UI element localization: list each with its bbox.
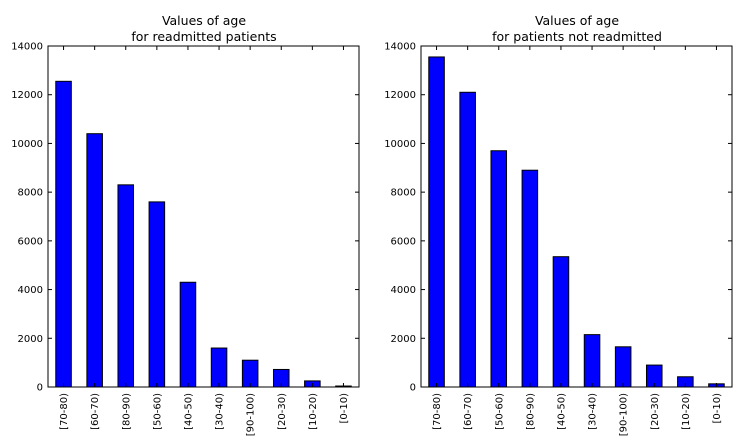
y-tick-label: 10000 xyxy=(384,139,416,150)
y-tick-label: 6000 xyxy=(18,236,43,247)
chart-title: Values of age xyxy=(162,13,246,28)
x-tick-label: [70-80) xyxy=(59,393,70,430)
chart-subtitle: for readmitted patients xyxy=(131,29,276,44)
y-tick-label: 6000 xyxy=(391,236,416,247)
y-tick-label: 10000 xyxy=(11,139,43,150)
bar-2 xyxy=(117,184,135,388)
bar-0 xyxy=(428,56,445,388)
chart-subtitle: for patients not readmitted xyxy=(492,29,662,44)
y-tick-label: 0 xyxy=(37,383,43,394)
y-tick-label: 4000 xyxy=(18,285,43,296)
x-tick-label: [10-20) xyxy=(681,393,692,430)
chart-panel-readmitted: Values of age for readmitted patients 0 2… xyxy=(11,13,360,436)
bar-2 xyxy=(490,150,508,388)
x-tick-label: [50-60) xyxy=(494,393,505,430)
plot-frame xyxy=(420,45,733,388)
bar-5 xyxy=(583,334,601,388)
bar-6 xyxy=(241,359,259,388)
x-tick-label: [20-30) xyxy=(277,393,288,430)
chart-title: Values of age xyxy=(535,13,619,28)
x-tick-label: [80-90) xyxy=(525,393,536,430)
y-tick-label: 4000 xyxy=(391,285,416,296)
bar-1 xyxy=(459,91,476,388)
y-tick-label: 8000 xyxy=(391,188,416,199)
y-tick-label: 14000 xyxy=(11,42,43,53)
x-tick-label: [0-10) xyxy=(712,393,723,424)
y-tick-label: 14000 xyxy=(384,42,416,53)
bar-6 xyxy=(614,346,632,388)
x-tick-label: [0-10) xyxy=(339,393,350,424)
x-tick-label: [60-70) xyxy=(463,393,474,430)
y-tick-label: 0 xyxy=(410,383,416,394)
y-tick-label: 2000 xyxy=(18,334,43,345)
plot-frame xyxy=(47,45,360,388)
x-tick-label: [70-80) xyxy=(432,393,443,430)
y-tick-label: 12000 xyxy=(11,90,43,101)
chart-panel-not-readmitted: Values of age for patients not readmitte… xyxy=(384,13,733,436)
x-tick-label: [90-100) xyxy=(619,393,630,436)
bar-3 xyxy=(148,201,166,388)
x-tick-label: [40-50) xyxy=(183,393,194,430)
x-tick-label: [30-40) xyxy=(588,393,599,430)
x-tick-label: [40-50) xyxy=(556,393,567,430)
x-tick-label: [30-40) xyxy=(215,393,226,430)
x-tick-label: [50-60) xyxy=(152,393,163,430)
y-tick-label: 2000 xyxy=(391,334,416,345)
bar-4 xyxy=(552,256,570,388)
x-tick-label: [80-90) xyxy=(121,393,132,430)
bar-3 xyxy=(521,169,539,388)
bar-1 xyxy=(86,133,103,388)
bar-5 xyxy=(210,347,228,388)
x-tick-label: [60-70) xyxy=(90,393,101,430)
x-tick-label: [10-20) xyxy=(308,393,319,430)
x-tick-label: [90-100) xyxy=(246,393,257,436)
bar-4 xyxy=(179,281,197,388)
x-tick-label: [20-30) xyxy=(650,393,661,430)
y-tick-label: 12000 xyxy=(384,90,416,101)
y-tick-label: 8000 xyxy=(18,188,43,199)
bar-0 xyxy=(55,80,72,388)
